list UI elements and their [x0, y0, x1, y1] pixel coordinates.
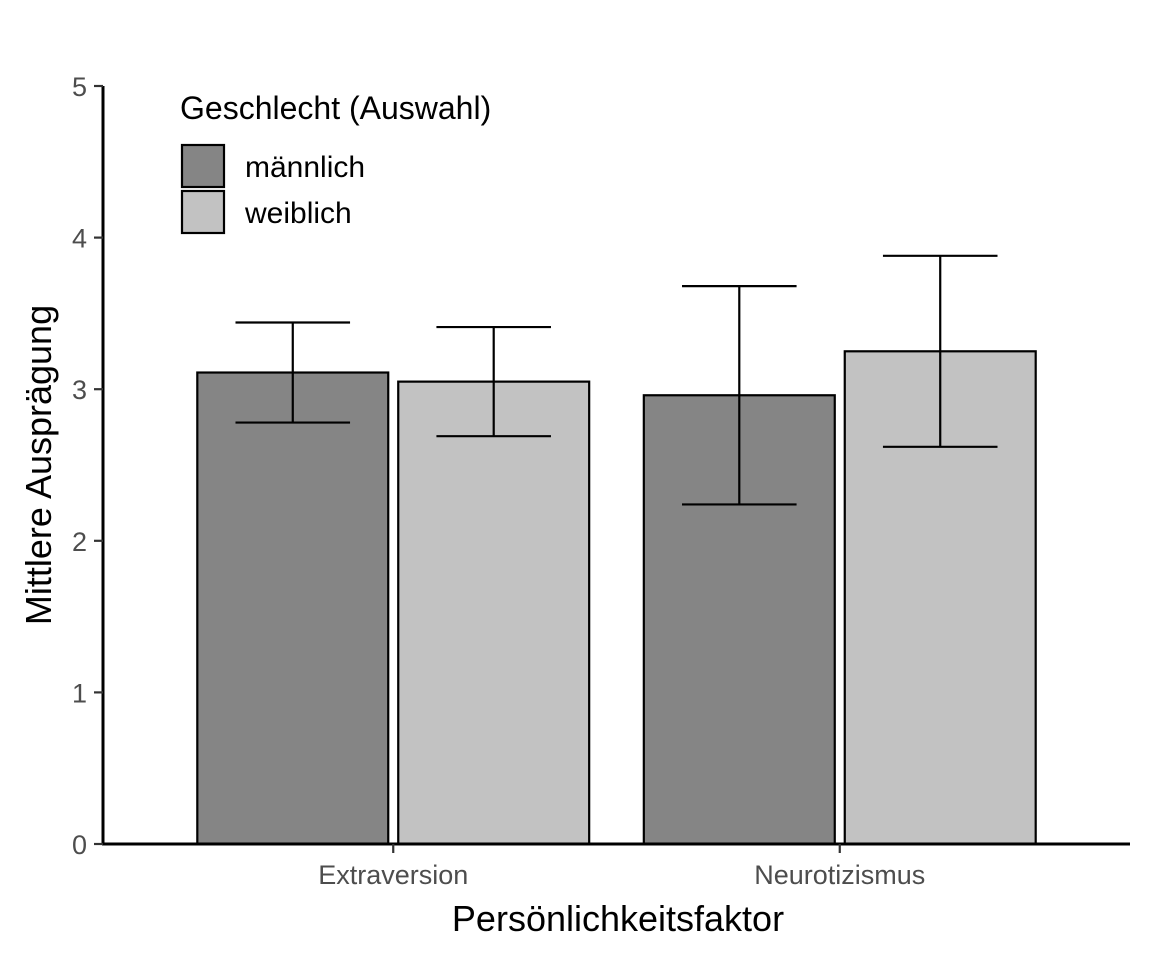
- legend-label: männlich: [245, 151, 365, 184]
- legend-title: Geschlecht (Auswahl): [180, 90, 491, 126]
- y-tick-label: 2: [72, 527, 87, 557]
- y-axis-title: Mittlere Ausprägung: [18, 305, 59, 625]
- bar: [397, 380, 591, 846]
- y-tick-label: 5: [72, 72, 87, 102]
- y-tick-label: 3: [72, 375, 87, 405]
- y-tick-label: 1: [72, 678, 87, 708]
- y-tick-label: 4: [72, 224, 87, 254]
- legend-label: weiblich: [244, 197, 352, 230]
- legend: Geschlecht (Auswahl) männlich weiblich: [180, 90, 491, 235]
- bars-layer: [196, 350, 1037, 846]
- x-tick-label: Extraversion: [318, 860, 468, 890]
- legend-key: [180, 143, 226, 189]
- legend-key: [180, 189, 226, 235]
- x-tick-label: Neurotizismus: [754, 860, 925, 890]
- bar: [196, 371, 390, 846]
- axes-layer: 0 1 2 3 4 5 Extraversion Neurotizismus: [72, 72, 1130, 890]
- y-tick-label: 0: [72, 830, 87, 860]
- error-bars-layer: [235, 254, 998, 506]
- x-axis-title: Persönlichkeitsfaktor: [452, 898, 784, 939]
